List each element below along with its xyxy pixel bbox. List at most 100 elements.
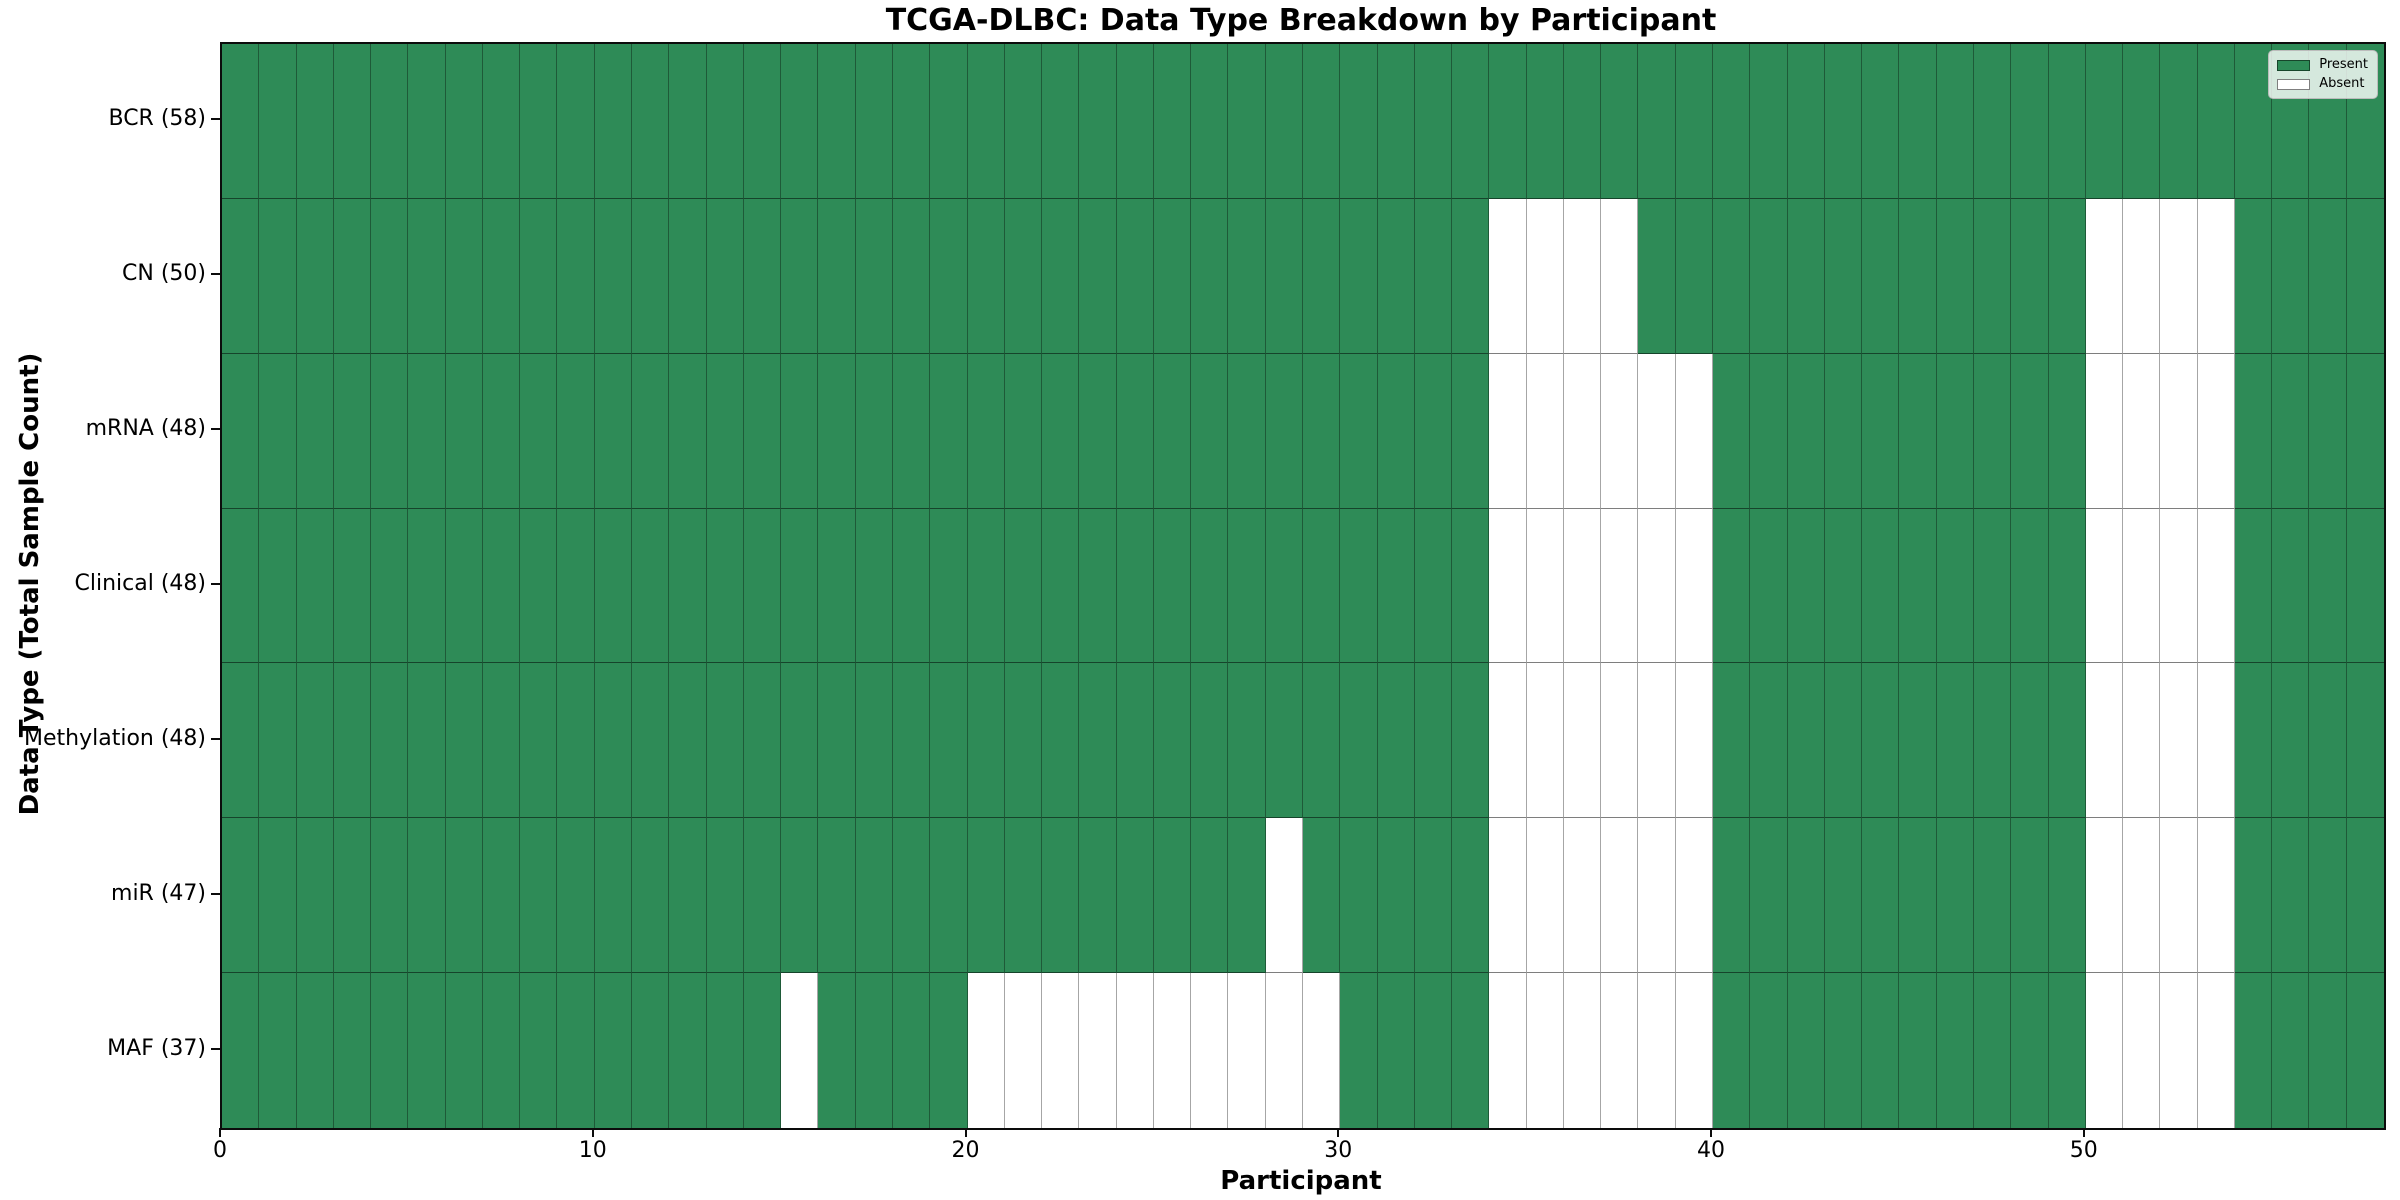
matrix-cell (594, 818, 633, 974)
x-tick-mark (2082, 1128, 2085, 1137)
matrix-cell (1489, 198, 1527, 354)
matrix-cell (1563, 818, 1602, 974)
matrix-cell (1079, 353, 1117, 509)
matrix-cell (1899, 973, 1937, 1128)
matrix-cell (482, 508, 521, 664)
matrix-cell (706, 818, 744, 974)
matrix-cell (1265, 663, 1303, 819)
matrix-cell (222, 353, 260, 509)
matrix-cell (333, 663, 372, 819)
matrix-cell (557, 973, 595, 1128)
matrix-cell (594, 198, 633, 354)
matrix-cell (1489, 44, 1527, 199)
matrix-cell (1526, 663, 1564, 819)
matrix-cell (743, 818, 782, 974)
matrix-cell (482, 973, 521, 1128)
matrix-cell (1489, 973, 1527, 1128)
matrix-cell (1452, 508, 1490, 664)
y-tick-mark (211, 428, 220, 431)
matrix-cell (1191, 973, 1229, 1128)
matrix-cell (1899, 818, 1937, 974)
matrix-cell (1973, 663, 2012, 819)
x-tick-label: 0 (213, 1138, 227, 1163)
matrix-cell (1638, 508, 1676, 664)
matrix-cell (1414, 973, 1453, 1128)
matrix-cell (1750, 44, 1788, 199)
matrix-cell (2085, 198, 2124, 354)
matrix-cell (1340, 44, 1378, 199)
matrix-cell (1153, 973, 1192, 1128)
matrix-cell (520, 353, 558, 509)
matrix-cell (669, 973, 707, 1128)
matrix-cell (1303, 663, 1341, 819)
matrix-cell (371, 353, 409, 509)
matrix-cell (1489, 353, 1527, 509)
matrix-cell (482, 663, 521, 819)
matrix-cell (557, 353, 595, 509)
matrix-cell (1787, 663, 1825, 819)
matrix-cell (2234, 44, 2273, 199)
matrix-cell (1489, 818, 1527, 974)
matrix-cell (967, 508, 1005, 664)
matrix-cell (1079, 973, 1117, 1128)
absent-swatch-icon (2277, 78, 2311, 90)
matrix-cell (781, 973, 819, 1128)
matrix-cell (2160, 198, 2198, 354)
matrix-cell (1973, 353, 2012, 509)
x-tick-mark (219, 1128, 221, 1137)
matrix-cell (445, 353, 483, 509)
matrix-cell (1750, 198, 1788, 354)
matrix-cell (1116, 353, 1154, 509)
matrix-cell (818, 663, 856, 819)
matrix-cell (1638, 663, 1676, 819)
x-tick-label: 10 (578, 1138, 607, 1163)
matrix-cell (259, 44, 297, 199)
y-tick-mark (211, 583, 220, 585)
matrix-cell (1526, 818, 1564, 974)
matrix-cell (1862, 508, 1900, 664)
matrix-cell (2346, 663, 2384, 819)
matrix-cell (296, 44, 334, 199)
matrix-cell (296, 818, 334, 974)
matrix-cell (2085, 818, 2124, 974)
matrix-cell (333, 508, 372, 664)
matrix-cell (222, 663, 260, 819)
matrix-cell (967, 353, 1005, 509)
matrix-cell (1563, 44, 1602, 199)
matrix-cell (1153, 44, 1192, 199)
matrix-cell (1377, 973, 1415, 1128)
matrix-cell (1936, 44, 1974, 199)
matrix-cell (222, 508, 260, 664)
matrix-cell (259, 353, 297, 509)
matrix-cell (1675, 818, 1714, 974)
matrix-cell (1191, 818, 1229, 974)
matrix-cell (1452, 818, 1490, 974)
legend-label-present: Present (2319, 57, 2368, 72)
matrix-cell (669, 508, 707, 664)
matrix-cell (1079, 198, 1117, 354)
matrix-cell (1340, 973, 1378, 1128)
matrix-cell (408, 973, 446, 1128)
matrix-cell (2123, 818, 2161, 974)
matrix-cell (1601, 198, 1639, 354)
matrix-cell (557, 44, 595, 199)
matrix-cell (222, 198, 260, 354)
matrix-cell (706, 44, 744, 199)
matrix-cell (1228, 818, 1266, 974)
matrix-cell (2234, 198, 2273, 354)
y-tick-label: MAF (37) (107, 1035, 206, 1061)
matrix-cell (818, 44, 856, 199)
matrix-cell (1228, 663, 1266, 819)
matrix-cell (1824, 508, 1863, 664)
y-tick-label: BCR (58) (108, 106, 206, 132)
matrix-cell (1787, 973, 1825, 1128)
matrix-cell (1377, 818, 1415, 974)
matrix-cell (2160, 973, 2198, 1128)
matrix-cell (892, 663, 931, 819)
matrix-cell (1675, 44, 1714, 199)
matrix-cell (1936, 198, 1974, 354)
matrix-cell (632, 198, 670, 354)
matrix-cell (2346, 508, 2384, 664)
matrix-cell (1452, 973, 1490, 1128)
